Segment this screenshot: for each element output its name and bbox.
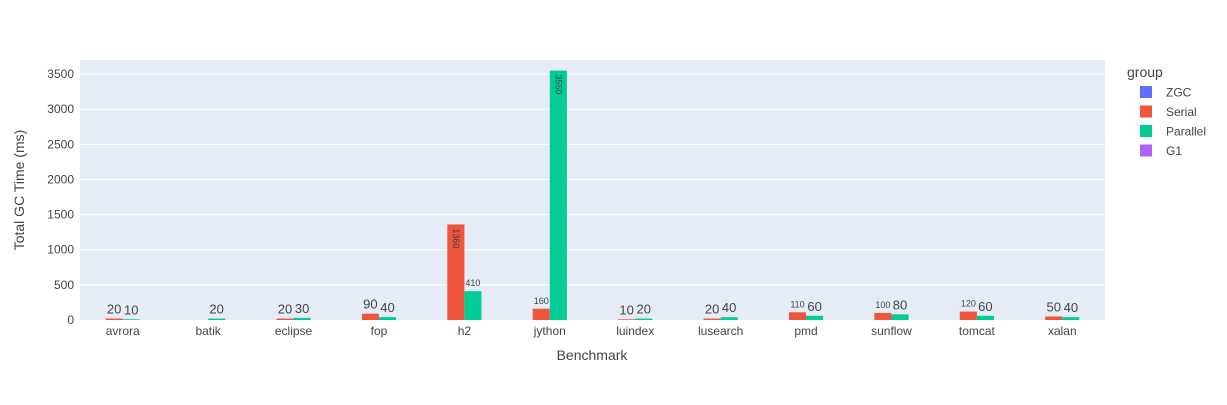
data-label: 40 — [380, 300, 394, 315]
data-label: 1360 — [451, 228, 461, 248]
legend-item-serial[interactable]: Serial — [1140, 105, 1197, 119]
bar-parallel-pmd[interactable] — [806, 315, 824, 320]
legend-swatch — [1140, 144, 1152, 157]
x-tick-label: eclipse — [275, 324, 313, 338]
bar-parallel-lusearch[interactable] — [720, 317, 738, 320]
data-label: 20 — [278, 302, 292, 317]
x-tick-label: h2 — [458, 324, 472, 338]
bar-serial-xalan[interactable] — [1045, 316, 1063, 320]
bar-parallel-jython[interactable] — [549, 70, 567, 320]
plot-background — [80, 60, 1105, 320]
bar-serial-pmd[interactable] — [788, 312, 807, 320]
data-label: 30 — [295, 301, 309, 316]
bar-serial-eclipse[interactable] — [276, 318, 294, 320]
x-tick-label: avrora — [106, 324, 140, 338]
data-label: 20 — [637, 302, 651, 317]
bar-parallel-h2[interactable] — [464, 291, 482, 320]
data-label: 50 — [1047, 299, 1061, 314]
bar-parallel-eclipse[interactable] — [293, 317, 311, 320]
legend[interactable]: group ZGC Serial Parallel G1 — [1127, 64, 1206, 158]
x-tick-label: tomcat — [959, 324, 996, 338]
legend-swatch — [1140, 125, 1152, 137]
bar-serial-sunflow[interactable] — [874, 312, 892, 320]
legend-swatch — [1140, 105, 1152, 118]
x-axis-title: Benchmark — [557, 347, 629, 363]
bar-serial-luindex[interactable] — [618, 319, 636, 320]
legend-item-zgc[interactable]: ZGC — [1140, 86, 1192, 100]
legend-label: ZGC — [1166, 86, 1192, 100]
legend-label: Parallel — [1166, 125, 1206, 139]
data-label: 60 — [807, 299, 821, 314]
data-label: 40 — [722, 300, 736, 315]
bar-parallel-luindex[interactable] — [635, 318, 653, 320]
bar-serial-h2[interactable] — [447, 224, 465, 320]
bar-parallel-fop[interactable] — [378, 317, 397, 320]
data-label: 160 — [534, 296, 549, 306]
y-tick-label: 2000 — [47, 172, 74, 186]
bar-serial-tomcat[interactable] — [959, 311, 977, 320]
legend-title: group — [1127, 64, 1163, 80]
data-label: 90 — [363, 297, 377, 312]
x-tick-label: jython — [533, 324, 566, 338]
data-label: 20 — [209, 302, 223, 317]
x-tick-label: luindex — [616, 324, 654, 338]
y-tick-label: 3500 — [47, 67, 74, 81]
data-label: 40 — [1064, 300, 1078, 315]
legend-label: Serial — [1166, 105, 1197, 119]
data-label: 410 — [465, 278, 480, 288]
data-label: 10 — [124, 302, 138, 317]
legend-label: G1 — [1166, 144, 1182, 158]
x-tick-label: fop — [371, 324, 388, 338]
legend-item-parallel[interactable]: Parallel — [1140, 125, 1206, 139]
data-label: 10 — [619, 302, 633, 317]
data-label: 20 — [705, 302, 719, 317]
legend-swatch — [1140, 86, 1152, 98]
gridlines — [80, 73, 1105, 286]
y-tick-label: 1500 — [47, 208, 74, 222]
bar-parallel-avrora[interactable] — [122, 319, 140, 320]
y-axis: 0 500 1000 1500 2000 2500 3000 3500 — [47, 67, 74, 327]
bar-parallel-xalan[interactable] — [1062, 317, 1080, 320]
y-tick-label: 2500 — [47, 137, 74, 151]
y-tick-label: 1000 — [47, 243, 74, 257]
x-tick-label: lusearch — [698, 324, 743, 338]
x-tick-label: sunflow — [871, 324, 912, 338]
bar-serial-lusearch[interactable] — [703, 318, 721, 320]
bar-serial-avrora[interactable] — [105, 318, 123, 320]
data-label: 110 — [790, 299, 804, 309]
data-label: 3550 — [553, 75, 563, 95]
bar-parallel-batik[interactable] — [208, 318, 226, 320]
bar-parallel-sunflow[interactable] — [891, 314, 909, 320]
y-tick-label: 3000 — [47, 102, 74, 116]
x-tick-label: xalan — [1048, 324, 1077, 338]
bar-parallel-tomcat[interactable] — [976, 315, 994, 320]
data-label: 60 — [978, 299, 992, 314]
data-label: 100 — [875, 300, 890, 310]
y-axis-title: Total GC Time (ms) — [11, 130, 27, 251]
bar-serial-fop[interactable] — [361, 313, 379, 320]
bars — [105, 70, 1080, 320]
x-tick-label: pmd — [794, 324, 817, 338]
x-tick-label: batik — [195, 324, 221, 338]
data-label: 120 — [961, 299, 976, 309]
legend-item-g1[interactable]: G1 — [1140, 144, 1182, 158]
data-label: 20 — [107, 302, 121, 317]
x-axis: avrora batik eclipse fop h2 jython luindex luse… — [106, 324, 1077, 338]
y-tick-label: 500 — [54, 278, 74, 292]
data-label: 80 — [893, 297, 907, 312]
y-tick-label: 0 — [67, 313, 74, 327]
bar-serial-jython[interactable] — [532, 308, 550, 320]
